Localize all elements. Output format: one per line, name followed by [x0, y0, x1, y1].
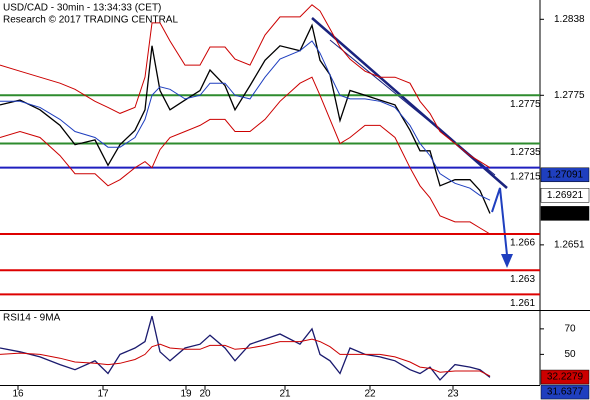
value-box — [540, 369, 590, 385]
trend-line-thin — [329, 39, 496, 176]
x-tick-label: 17 — [97, 389, 109, 400]
value-box-label: 1.27091 — [547, 169, 584, 180]
y-tick-label: 1.2651 — [554, 240, 585, 251]
y-tick-label: 50 — [564, 349, 576, 360]
x-tick-label: 19 — [180, 389, 192, 400]
x-tick-label: 20 — [199, 389, 211, 400]
value-box — [540, 167, 590, 183]
x-tick-label: 22 — [364, 389, 376, 400]
rsi-title: RSI14 - 9MA — [3, 313, 61, 324]
x-tick-label: 16 — [12, 389, 24, 400]
value-box-label: 31.6377 — [547, 387, 584, 398]
series-line — [0, 315, 491, 381]
series-line — [0, 40, 491, 201]
series-line — [0, 76, 491, 235]
level-label: 1.266 — [510, 238, 535, 249]
value-box — [540, 206, 590, 221]
arrow-head — [501, 254, 513, 268]
trend-line — [311, 17, 508, 189]
y-tick-label: 1.2838 — [554, 14, 585, 25]
projection-arrow — [491, 187, 508, 256]
level-label: 1.2735 — [510, 147, 541, 158]
level-label: 1.261 — [510, 298, 535, 309]
level-label: 1.2715 — [510, 171, 541, 182]
series-line — [0, 4, 491, 169]
chart-title: USD/CAD - 30min - 13:34:33 (CET) — [3, 3, 161, 14]
chart-subtitle: Research © 2017 TRADING CENTRAL — [3, 15, 178, 26]
level-label: 1.2775 — [510, 99, 541, 110]
x-tick-label: 23 — [447, 389, 459, 400]
y-tick-label: 70 — [564, 324, 576, 335]
level-label: 1.263 — [510, 274, 535, 285]
y-tick-label: 1.2775 — [554, 90, 585, 101]
value-box — [540, 384, 590, 400]
series-line — [0, 23, 491, 214]
value-box-label: 32.2279 — [547, 372, 584, 383]
series-line — [0, 338, 491, 377]
value-box — [540, 188, 590, 203]
value-box-label: 1.26921 — [547, 190, 584, 201]
value-box-label: 1.26771 — [547, 208, 584, 219]
x-tick-label: 21 — [279, 389, 291, 400]
